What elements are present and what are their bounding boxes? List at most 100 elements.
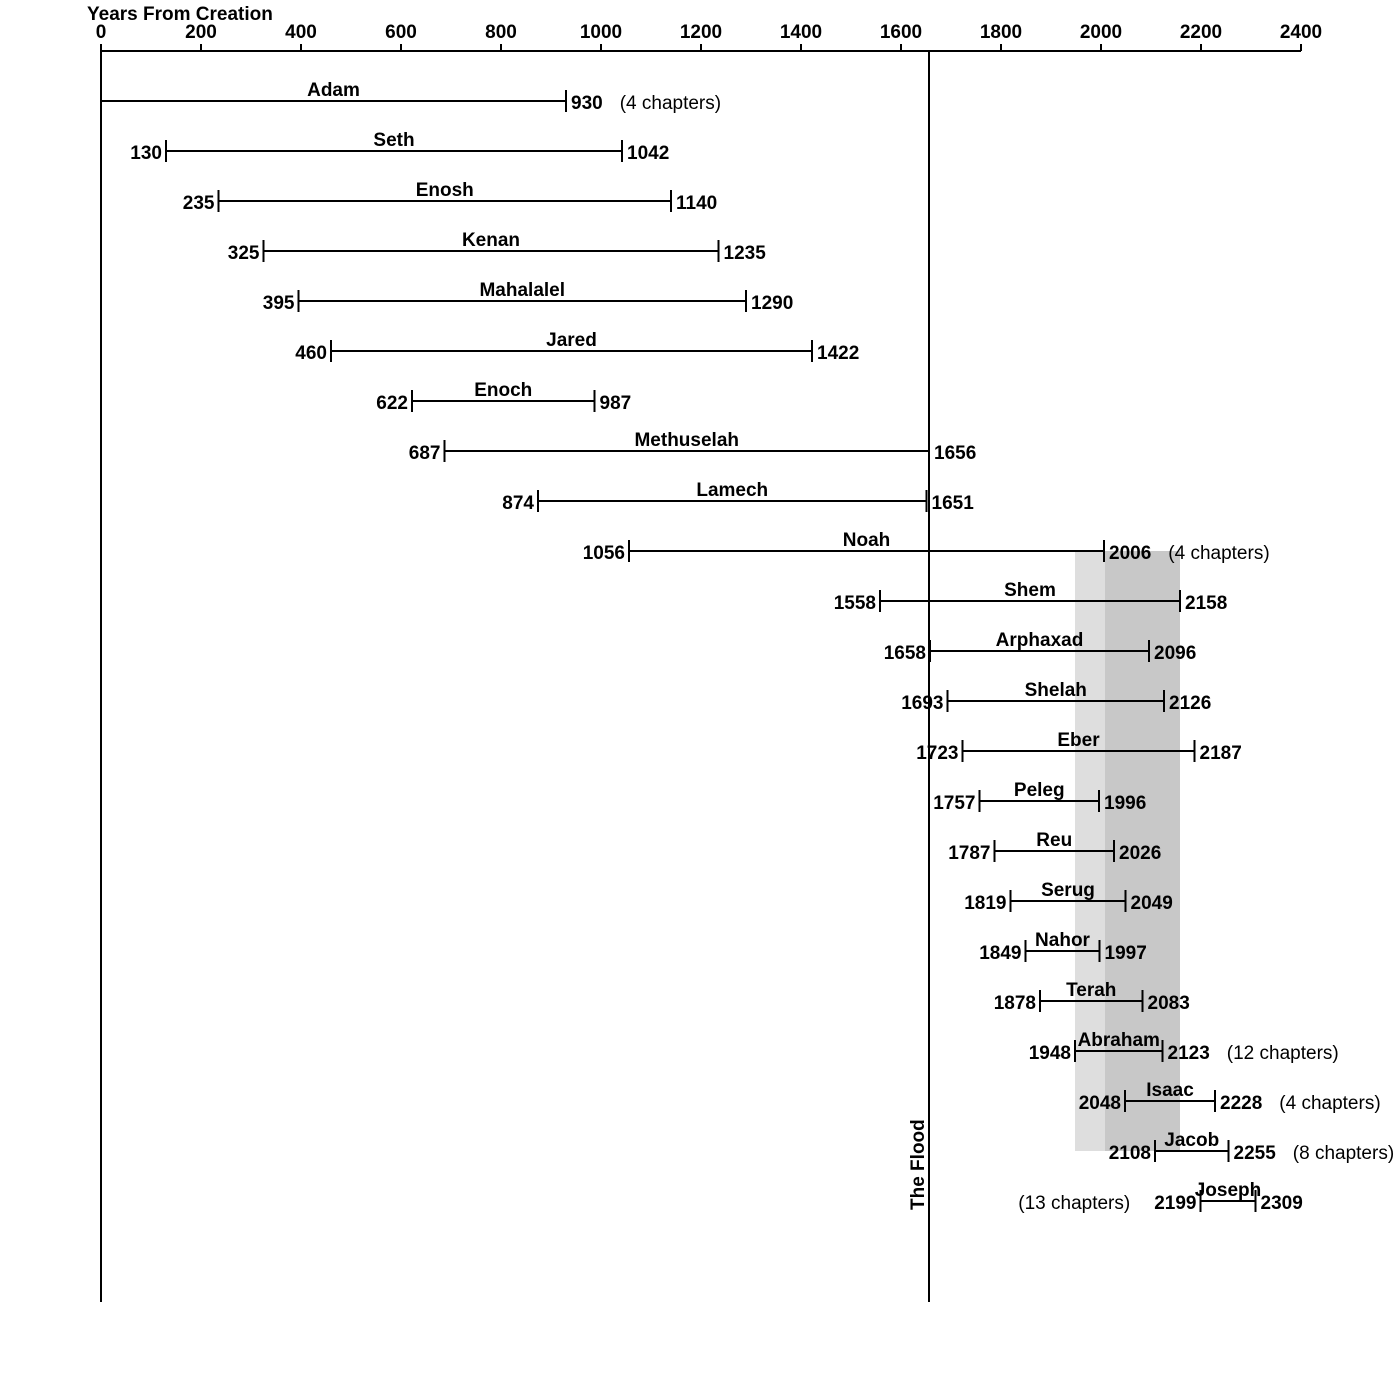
name-label: Nahor xyxy=(1035,930,1091,951)
name-label: Enoch xyxy=(474,380,532,401)
end-year-label: 2123 xyxy=(1168,1043,1210,1064)
chapters-note: (4 chapters) xyxy=(620,93,721,114)
name-label: Adam xyxy=(307,80,360,101)
end-year-label: 987 xyxy=(600,393,632,414)
x-tick-label: 600 xyxy=(385,22,417,43)
end-year-label: 2126 xyxy=(1169,693,1211,714)
lifespan-nahor: Nahor 1849 1997 xyxy=(979,930,1147,964)
name-label: Peleg xyxy=(1014,780,1065,801)
chapters-note: (8 chapters) xyxy=(1293,1143,1394,1164)
x-tick-label: 2200 xyxy=(1180,22,1222,43)
lifespan-enoch: Enoch 622 987 xyxy=(376,380,631,414)
name-label: Isaac xyxy=(1146,1080,1194,1101)
x-tick-label: 1000 xyxy=(580,22,622,43)
start-year-label: 1693 xyxy=(901,693,943,714)
start-year-label: 1849 xyxy=(979,943,1021,964)
lifespan-methuselah: Methuselah 687 1656 xyxy=(409,430,976,464)
name-label: Reu xyxy=(1036,830,1072,851)
end-year-label: 1140 xyxy=(676,193,717,214)
name-label: Jared xyxy=(546,330,597,351)
lifespan-kenan: Kenan 325 1235 xyxy=(228,230,766,264)
start-year-label: 1787 xyxy=(948,843,990,864)
end-year-label: 1997 xyxy=(1105,943,1147,964)
start-year-label: 460 xyxy=(295,343,327,364)
start-year-label: 2108 xyxy=(1109,1143,1151,1164)
start-year-label: 1558 xyxy=(834,593,876,614)
lifespan-reu: Reu 1787 2026 xyxy=(948,830,1161,864)
end-year-label: 2158 xyxy=(1185,593,1227,614)
x-tick-label: 400 xyxy=(285,22,317,43)
start-year-label: 325 xyxy=(228,243,260,264)
lifespan-adam: Adam 930 (4 chapters) xyxy=(101,80,721,114)
lifespan-peleg: Peleg 1757 1996 xyxy=(933,780,1146,814)
name-label: Abraham xyxy=(1078,1030,1160,1051)
lifespan-serug: Serug 1819 2049 xyxy=(964,880,1173,914)
start-year-label: 130 xyxy=(130,143,162,164)
x-tick-label: 200 xyxy=(185,22,217,43)
start-year-label: 874 xyxy=(502,493,534,514)
start-year-label: 2048 xyxy=(1079,1093,1121,1114)
end-year-label: 2049 xyxy=(1131,893,1173,914)
name-label: Shem xyxy=(1004,580,1056,601)
x-tick-label: 800 xyxy=(485,22,517,43)
end-year-label: 1290 xyxy=(751,293,793,314)
lifespan-eber: Eber 1723 2187 xyxy=(916,730,1242,764)
end-year-label: 1422 xyxy=(817,343,859,364)
x-tick-label: 1800 xyxy=(980,22,1022,43)
end-year-label: 1235 xyxy=(724,243,767,264)
end-year-label: 2228 xyxy=(1220,1093,1262,1114)
lifespan-isaac: Isaac 2048 2228 (4 chapters) xyxy=(1079,1080,1381,1114)
end-year-label: 2026 xyxy=(1119,843,1161,864)
lifespan-shelah: Shelah 1693 2126 xyxy=(901,680,1211,714)
start-year-label: 1878 xyxy=(994,993,1036,1014)
name-label: Methuselah xyxy=(634,430,739,451)
start-year-label: 395 xyxy=(263,293,295,314)
lifespan-seth: Seth 130 1042 xyxy=(130,130,669,164)
x-tick-label: 1200 xyxy=(680,22,722,43)
lifespan-terah: Terah 1878 2083 xyxy=(994,980,1190,1014)
name-label: Mahalalel xyxy=(479,280,565,301)
end-year-label: 2187 xyxy=(1200,743,1242,764)
lifespan-mahalalel: Mahalalel 395 1290 xyxy=(263,280,793,314)
lifespan-noah: Noah 1056 2006 (4 chapters) xyxy=(583,530,1270,564)
name-label: Seth xyxy=(373,130,414,151)
start-year-label: 1658 xyxy=(884,643,926,664)
lifespan-lamech: Lamech 874 1651 xyxy=(502,480,974,514)
end-year-label: 1996 xyxy=(1104,793,1146,814)
name-label: Eber xyxy=(1057,730,1100,751)
flood-label: The Flood xyxy=(908,1119,929,1210)
chapters-note: (12 chapters) xyxy=(1227,1043,1339,1064)
start-year-label: 2199 xyxy=(1154,1193,1196,1214)
lifespan-jacob: Jacob 2108 2255 (8 chapters) xyxy=(1109,1130,1394,1164)
end-year-label: 2096 xyxy=(1154,643,1196,664)
start-year-label: 687 xyxy=(409,443,441,464)
start-year-label: 1757 xyxy=(933,793,975,814)
end-year-label: 2006 xyxy=(1109,543,1151,564)
name-label: Noah xyxy=(843,530,891,551)
name-label: Joseph xyxy=(1195,1180,1262,1201)
name-label: Arphaxad xyxy=(996,630,1084,651)
chapters-note: (4 chapters) xyxy=(1279,1093,1380,1114)
name-label: Jacob xyxy=(1164,1130,1219,1151)
lifespan-jared: Jared 460 1422 xyxy=(295,330,859,364)
end-year-label: 1042 xyxy=(627,143,669,164)
name-label: Serug xyxy=(1041,880,1095,901)
end-year-label: 1651 xyxy=(932,493,975,514)
lifespan-enosh: Enosh 235 1140 xyxy=(183,180,717,214)
start-year-label: 1819 xyxy=(964,893,1006,914)
x-tick-label: 2400 xyxy=(1280,22,1322,43)
x-tick-label: 1400 xyxy=(780,22,822,43)
name-label: Shelah xyxy=(1025,680,1087,701)
x-tick-label: 1600 xyxy=(880,22,922,43)
start-year-label: 1723 xyxy=(916,743,958,764)
start-year-label: 1056 xyxy=(583,543,625,564)
x-tick-label: 2000 xyxy=(1080,22,1122,43)
lifespan-abraham: Abraham 1948 2123 (12 chapters) xyxy=(1029,1030,1339,1064)
start-year-label: 622 xyxy=(376,393,408,414)
x-axis: Years From Creation 0 200 400 600 800 1000 120… xyxy=(87,4,1322,1302)
lifespan-bars: Adam 930 (4 chapters) Seth 130 1042 Enosh 235 11… xyxy=(101,80,1394,1214)
end-year-label: 2255 xyxy=(1234,1143,1277,1164)
x-axis-title: Years From Creation xyxy=(87,4,273,25)
